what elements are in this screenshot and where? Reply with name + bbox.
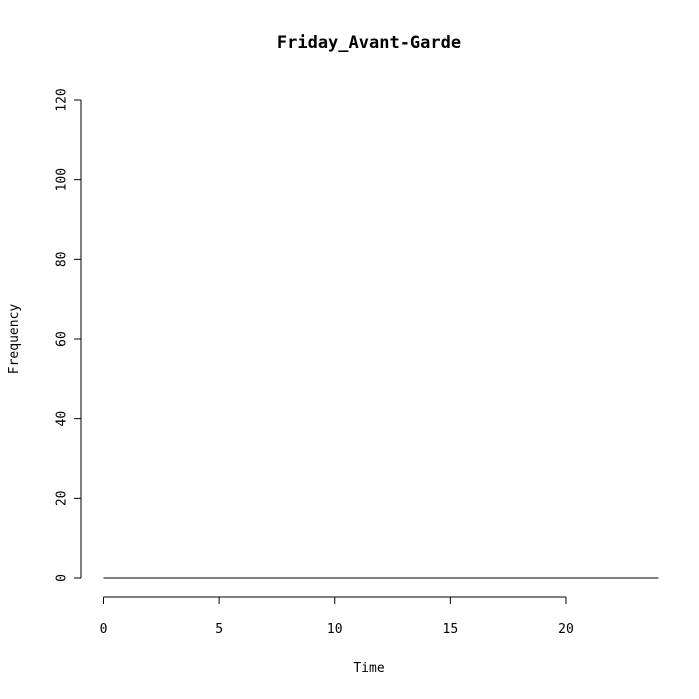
x-axis-label: Time [353,661,384,676]
y-axis-label: Frequency [7,304,22,375]
x-tick-label: 15 [443,622,459,637]
x-tick-label: 20 [558,622,574,637]
y-tick-label: 120 [55,88,70,111]
y-tick-label: 60 [55,331,70,347]
x-axis: 0 5 10 15 20 [100,596,574,637]
x-tick-label: 5 [215,622,223,637]
y-tick-label: 0 [55,574,70,582]
y-axis: 0 20 40 60 80 100 120 [55,88,82,582]
y-tick-label: 40 [55,411,70,427]
x-tick-label: 10 [327,622,343,637]
y-tick-label: 20 [55,491,70,507]
x-tick-label: 0 [100,622,108,637]
y-tick-label: 80 [55,252,70,268]
y-tick-label: 100 [55,168,70,191]
chart-title: Friday_Avant-Garde [277,33,461,53]
